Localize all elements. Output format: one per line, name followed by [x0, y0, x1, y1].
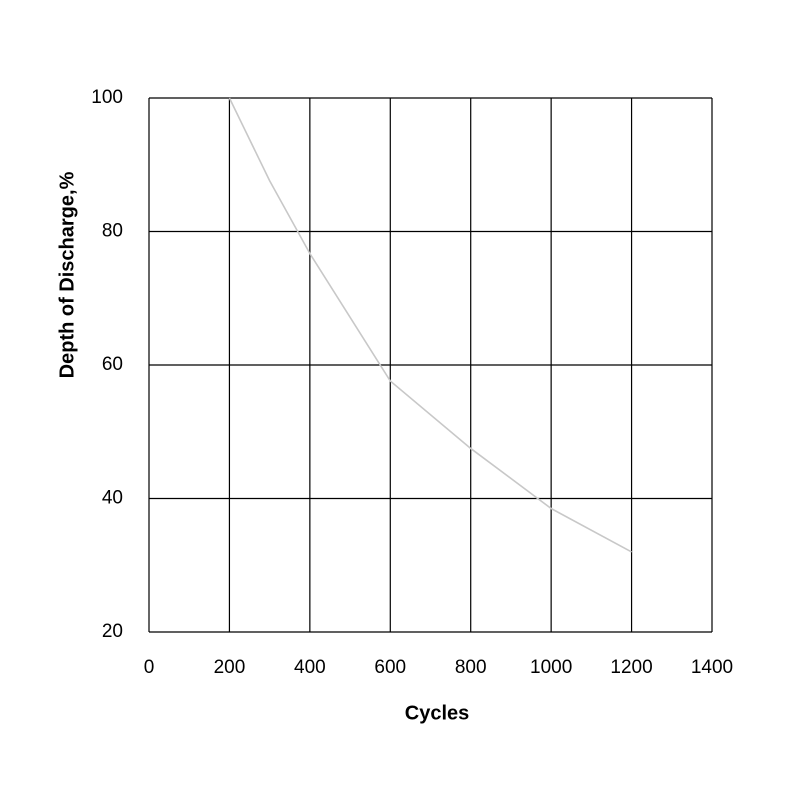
data-line: [228, 97, 632, 553]
x-tick-label: 800: [455, 657, 487, 678]
y-tick-label: 40: [102, 488, 123, 509]
y-tick-label: 20: [102, 621, 123, 642]
x-tick-label: 400: [294, 657, 326, 678]
y-axis-title: Depth of Discharge,%: [56, 171, 78, 378]
x-tick-label: 1400: [691, 657, 733, 678]
x-tick-label: 1200: [610, 657, 652, 678]
y-tick-label: 100: [91, 87, 123, 108]
y-tick-label: 60: [102, 354, 123, 375]
x-tick-label: 200: [214, 657, 246, 678]
x-tick-label: 0: [144, 657, 155, 678]
x-tick-label: 1000: [530, 657, 572, 678]
y-tick-label: 80: [102, 221, 123, 242]
x-axis-title: Cycles: [405, 702, 470, 724]
x-tick-label: 600: [374, 657, 406, 678]
